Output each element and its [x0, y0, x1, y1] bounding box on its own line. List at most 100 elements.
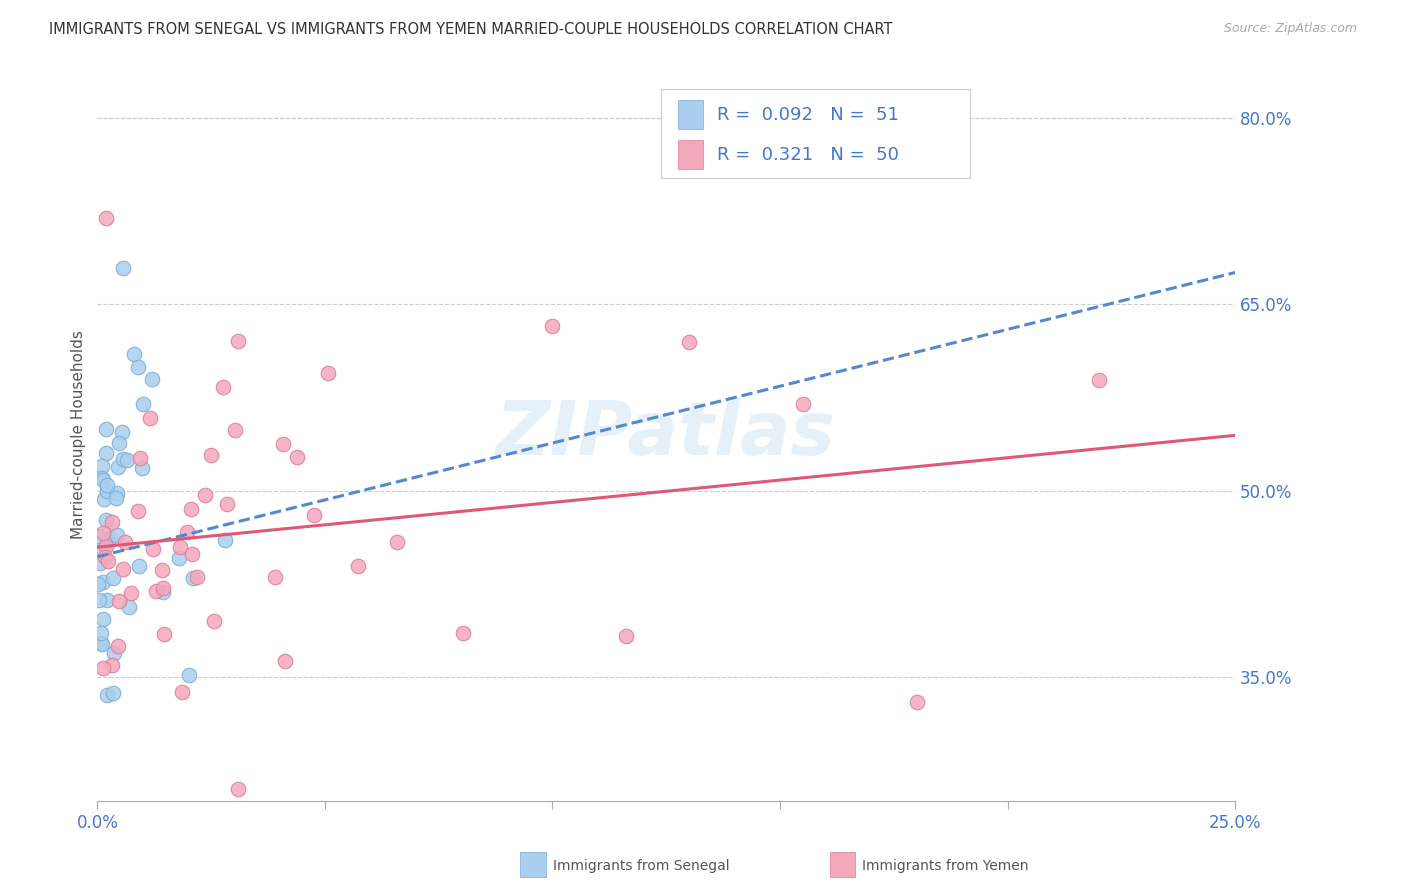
Point [87, 529, 110, 543]
Point [94, 540, 117, 554]
Point [129, 451, 152, 466]
Point [1087, 373, 1109, 387]
Point [128, 558, 150, 573]
Point [107, 459, 129, 474]
Text: R =  0.321   N =  50: R = 0.321 N = 50 [717, 145, 898, 164]
Point [905, 695, 928, 709]
Text: Immigrants from Yemen: Immigrants from Yemen [862, 859, 1028, 873]
Point [792, 397, 814, 411]
Point [105, 486, 128, 500]
Point [214, 533, 236, 548]
Text: IMMIGRANTS FROM SENEGAL VS IMMIGRANTS FROM YEMEN MARRIED-COUPLE HOUSEHOLDS CORRE: IMMIGRANTS FROM SENEGAL VS IMMIGRANTS FR… [49, 22, 893, 37]
Point [96, 831, 118, 846]
Point [132, 397, 155, 411]
Point [96, 446, 118, 460]
Point [107, 639, 129, 653]
Point [127, 359, 149, 374]
Point [96, 422, 118, 436]
Point [316, 366, 339, 380]
Text: R =  0.092   N =  51: R = 0.092 N = 51 [717, 105, 898, 124]
Point [91, 575, 114, 590]
Point [112, 451, 135, 466]
Point [104, 844, 127, 858]
Point [122, 347, 145, 361]
Point [108, 593, 131, 607]
Point [120, 586, 142, 600]
Point [194, 488, 217, 502]
Point [274, 654, 297, 668]
Point [96, 688, 118, 702]
Point [224, 424, 246, 438]
Point [96, 534, 118, 549]
Point [103, 686, 125, 700]
Point [150, 563, 173, 577]
Point [91, 638, 114, 652]
Point [115, 453, 138, 467]
Point [91, 661, 114, 675]
Point [93, 549, 115, 564]
Point [93, 473, 115, 487]
Point [91, 526, 114, 541]
Point [118, 599, 141, 614]
Point [98, 531, 121, 545]
Text: ZIPatlas: ZIPatlas [496, 399, 837, 471]
Point [96, 592, 118, 607]
Point [200, 448, 222, 462]
Point [541, 319, 564, 334]
Point [114, 856, 136, 871]
Point [169, 540, 191, 554]
Point [180, 502, 202, 516]
Point [91, 542, 114, 557]
Point [96, 478, 118, 492]
Y-axis label: Married-couple Households: Married-couple Households [72, 330, 86, 540]
Point [226, 334, 249, 348]
Point [127, 504, 149, 518]
Point [90, 636, 112, 650]
Point [614, 629, 637, 643]
Point [111, 261, 134, 276]
Point [152, 581, 174, 595]
Point [145, 584, 167, 599]
Point [89, 556, 111, 570]
Point [271, 436, 294, 450]
Point [87, 576, 110, 591]
Point [96, 484, 118, 499]
Point [89, 592, 111, 607]
Point [264, 570, 287, 584]
Point [91, 612, 114, 626]
Point [112, 562, 135, 576]
Point [285, 450, 308, 464]
Point [302, 508, 325, 522]
Point [101, 658, 124, 673]
Point [176, 525, 198, 540]
Point [105, 491, 128, 505]
Point [118, 831, 141, 846]
Point [167, 551, 190, 566]
Point [138, 411, 160, 425]
Point [217, 497, 239, 511]
Point [101, 516, 124, 530]
Point [103, 646, 125, 660]
Point [153, 627, 176, 641]
Point [114, 535, 136, 549]
Point [451, 625, 474, 640]
Point [226, 781, 249, 796]
Point [181, 571, 204, 585]
Point [186, 570, 208, 584]
Point [678, 334, 700, 349]
Point [212, 380, 235, 394]
Point [111, 425, 134, 439]
Point [90, 626, 112, 640]
Text: Immigrants from Senegal: Immigrants from Senegal [553, 859, 730, 873]
Text: Source: ZipAtlas.com: Source: ZipAtlas.com [1223, 22, 1357, 36]
Point [142, 541, 165, 556]
Point [131, 460, 153, 475]
Point [105, 528, 128, 542]
Point [152, 585, 174, 599]
Point [93, 491, 115, 506]
Point [94, 513, 117, 527]
Point [179, 667, 201, 681]
Point [101, 571, 124, 585]
Point [385, 534, 408, 549]
Point [202, 614, 225, 628]
